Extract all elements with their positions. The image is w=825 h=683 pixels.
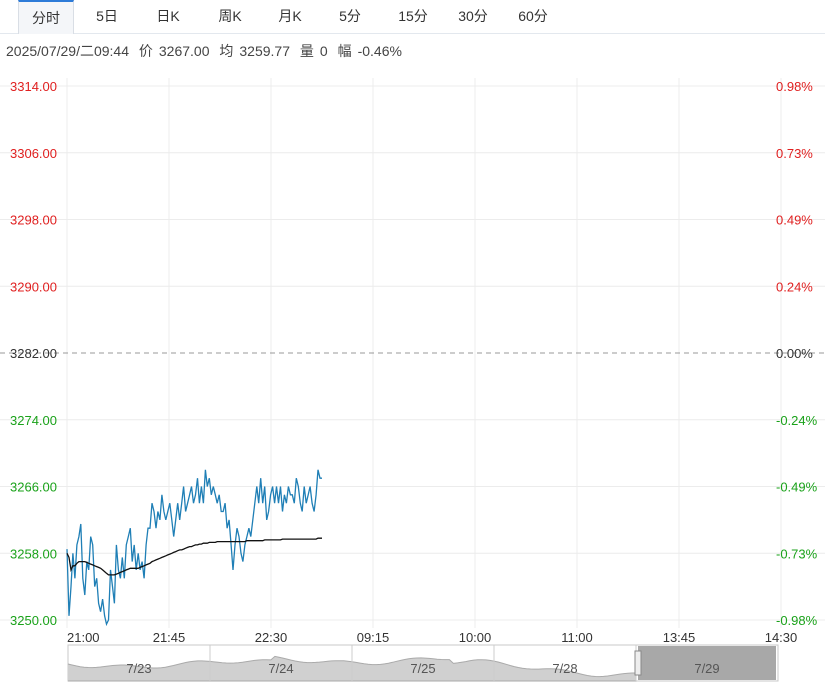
price-value: 3267.00: [158, 43, 210, 59]
price-line: [66, 469, 322, 627]
pct-tick-label: -0.49%: [776, 480, 818, 495]
navigator-date-label: 7/25: [410, 661, 435, 676]
average-price-line: [66, 537, 322, 576]
pct-tick-label: 0.49%: [776, 213, 813, 228]
tab-4[interactable]: 月K: [278, 8, 302, 24]
volume-value: 0: [319, 43, 328, 59]
y-tick-label: 3266.00: [10, 480, 57, 495]
y-tick-label: 3298.00: [10, 213, 57, 228]
navigator-date-label: 7/29: [694, 661, 719, 676]
change-value: -0.46%: [357, 43, 402, 59]
avg-value: 3259.77: [239, 43, 290, 59]
x-tick-label: 10:00: [459, 630, 492, 645]
pct-tick-label: 0.24%: [776, 279, 813, 294]
period-tab-bar: 分时 5日 日K 周K 月K 5分 15分 30分 60分: [0, 0, 825, 34]
tab-0[interactable]: 分时: [18, 0, 74, 34]
y-tick-label: 3314.00: [10, 79, 57, 94]
tab-1[interactable]: 5日: [96, 8, 118, 24]
tab-7[interactable]: 30分: [458, 8, 488, 24]
x-tick-label: 13:45: [663, 630, 696, 645]
pct-tick-label: -0.73%: [776, 546, 818, 561]
pct-tick-label: 0.98%: [776, 79, 813, 94]
y-tick-label: 3282.00: [10, 346, 57, 361]
x-tick-label: 11:00: [561, 630, 593, 645]
change-label: 幅: [337, 43, 352, 59]
y-tick-label: 3290.00: [10, 279, 57, 294]
x-tick-label: 21:00: [67, 630, 100, 645]
navigator-date-label: 7/28: [552, 661, 577, 676]
tab-5[interactable]: 5分: [339, 8, 361, 24]
tab-2[interactable]: 日K: [156, 8, 180, 24]
pct-tick-label: -0.98%: [776, 613, 818, 628]
quote-datetime: 2025/07/29/二09:44: [6, 43, 129, 59]
tab-3[interactable]: 周K: [218, 8, 242, 24]
volume-label: 量: [299, 43, 314, 59]
x-tick-label: 14:30: [765, 630, 798, 645]
tab-6[interactable]: 15分: [398, 8, 428, 24]
y-tick-label: 3306.00: [10, 146, 57, 161]
y-tick-label: 3250.00: [10, 613, 57, 628]
pct-tick-label: 0.00%: [776, 346, 813, 361]
x-tick-label: 21:45: [153, 630, 186, 645]
navigator-date-label: 7/24: [268, 661, 293, 676]
price-label: 价: [138, 43, 153, 59]
navigator-handle-left[interactable]: [634, 650, 642, 676]
y-tick-label: 3258.00: [10, 546, 57, 561]
navigator-date-label: 7/23: [126, 661, 151, 676]
avg-label: 均: [219, 43, 234, 59]
x-tick-label: 09:15: [357, 630, 390, 645]
y-tick-label: 3274.00: [10, 413, 57, 428]
pct-tick-label: 0.73%: [776, 146, 813, 161]
x-tick-label: 22:30: [255, 630, 288, 645]
tab-8[interactable]: 60分: [518, 8, 548, 24]
navigator-selection[interactable]: [638, 646, 776, 680]
pct-tick-label: -0.24%: [776, 413, 818, 428]
